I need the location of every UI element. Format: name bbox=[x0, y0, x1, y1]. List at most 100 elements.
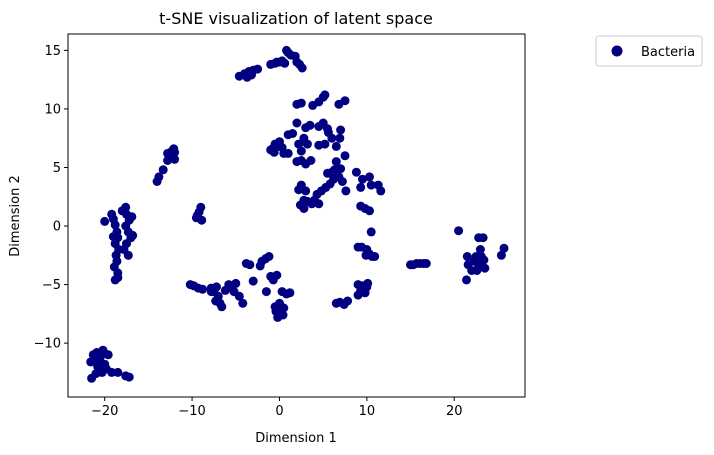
scatter-point bbox=[340, 96, 350, 106]
scatter-point bbox=[329, 174, 339, 184]
scatter-point bbox=[499, 243, 509, 253]
scatter-point bbox=[217, 302, 227, 312]
scatter-point bbox=[192, 211, 202, 220]
scatter-point bbox=[360, 288, 370, 298]
scatter-point bbox=[285, 288, 295, 298]
scatter-point bbox=[103, 350, 113, 360]
scatter-point bbox=[113, 273, 123, 283]
scatter-point bbox=[272, 57, 282, 67]
scatter-point bbox=[331, 157, 341, 167]
scatter-point bbox=[264, 252, 274, 261]
y-axis-ticks: −10 −5 0 5 10 15 bbox=[34, 44, 68, 352]
scatter-point bbox=[273, 312, 283, 322]
scatter-point bbox=[128, 230, 138, 240]
scatter-point bbox=[336, 164, 346, 174]
scatter-point bbox=[356, 182, 366, 192]
plot-frame bbox=[67, 33, 526, 398]
scatter-point bbox=[296, 98, 306, 108]
x-axis-title: Dimension 1 bbox=[255, 431, 337, 446]
scatter-point bbox=[297, 63, 307, 73]
scatter-point bbox=[211, 296, 221, 306]
scatter-point bbox=[261, 287, 271, 297]
legend-marker bbox=[611, 45, 623, 57]
scatter-point bbox=[363, 278, 373, 288]
scatter-point bbox=[421, 259, 431, 268]
scatter-point bbox=[353, 290, 363, 300]
scatter-point bbox=[234, 291, 244, 301]
scatter-point bbox=[302, 139, 312, 149]
scatter-point bbox=[294, 139, 304, 149]
y-tick-label: 10 bbox=[44, 102, 61, 117]
scatter-point bbox=[336, 125, 346, 135]
scatter-point bbox=[376, 186, 386, 196]
scatter-point bbox=[351, 167, 361, 177]
scatter-point bbox=[158, 165, 168, 175]
scatter-point bbox=[294, 185, 304, 195]
y-tick-label: −5 bbox=[42, 278, 61, 293]
scatter-point bbox=[110, 220, 120, 230]
scatter-point bbox=[198, 284, 208, 294]
x-tick-label: −10 bbox=[178, 404, 205, 419]
scatter-point bbox=[337, 177, 347, 186]
scatter-point bbox=[100, 216, 110, 226]
scatter-point bbox=[365, 206, 374, 216]
scatter-point bbox=[108, 232, 118, 242]
scatter-point bbox=[269, 147, 279, 157]
scatter-point bbox=[124, 372, 134, 382]
scatter-point bbox=[91, 369, 101, 379]
scatter-point bbox=[296, 146, 306, 156]
scatter-point bbox=[253, 64, 263, 74]
scatter-point bbox=[206, 287, 216, 297]
scatter-point bbox=[292, 118, 302, 128]
scatter-point bbox=[154, 172, 164, 182]
scatter-point bbox=[196, 202, 206, 212]
x-tick-label: 0 bbox=[275, 404, 283, 419]
scatter-point bbox=[475, 245, 485, 254]
scatter-point bbox=[113, 367, 123, 377]
scatter-point bbox=[358, 174, 367, 184]
scatter-point bbox=[86, 357, 96, 367]
scatter-point bbox=[454, 226, 464, 236]
scatter-point bbox=[282, 45, 291, 55]
scatter-point bbox=[370, 252, 380, 261]
scatter-point bbox=[365, 172, 374, 182]
scatter-point bbox=[462, 252, 472, 261]
scatter-point bbox=[340, 151, 350, 161]
scatter-point bbox=[366, 227, 376, 237]
scatter-point bbox=[305, 120, 315, 130]
scatter-point bbox=[276, 302, 286, 312]
legend: Bacteria bbox=[595, 35, 703, 67]
y-tick-label: 5 bbox=[53, 161, 61, 176]
scatter-point bbox=[92, 348, 102, 357]
scatter-point bbox=[283, 130, 293, 140]
scatter-point bbox=[170, 154, 180, 164]
scatter-point bbox=[231, 278, 241, 288]
scatter-point bbox=[331, 298, 341, 308]
y-axis-title: Dimension 2 bbox=[8, 175, 23, 257]
y-tick-label: 15 bbox=[44, 44, 61, 59]
x-tick-label: 10 bbox=[359, 404, 376, 419]
chart-title: t-SNE visualization of latent space bbox=[159, 9, 433, 28]
points-layer bbox=[86, 45, 509, 383]
scatter-point bbox=[472, 266, 482, 275]
scatter-point bbox=[107, 209, 117, 219]
scatter-point bbox=[292, 157, 302, 167]
scatter-point bbox=[335, 133, 345, 143]
legend-label: Bacteria bbox=[641, 45, 695, 60]
scatter-point bbox=[327, 133, 337, 143]
y-tick-label: 0 bbox=[53, 220, 61, 235]
scatter-point bbox=[245, 260, 255, 270]
scatter-point bbox=[272, 270, 282, 280]
scatter-point bbox=[320, 139, 330, 149]
scatter-point bbox=[478, 233, 488, 243]
scatter-point bbox=[95, 360, 104, 370]
x-tick-label: −20 bbox=[91, 404, 118, 419]
scatter-point bbox=[462, 275, 471, 285]
scatter-point bbox=[280, 58, 290, 68]
x-tick-label: 20 bbox=[446, 404, 463, 419]
legend-box bbox=[595, 35, 703, 67]
x-axis-ticks: −20 −10 0 10 20 bbox=[91, 397, 463, 419]
scatter-point bbox=[283, 148, 293, 158]
scatter-point bbox=[169, 144, 179, 154]
